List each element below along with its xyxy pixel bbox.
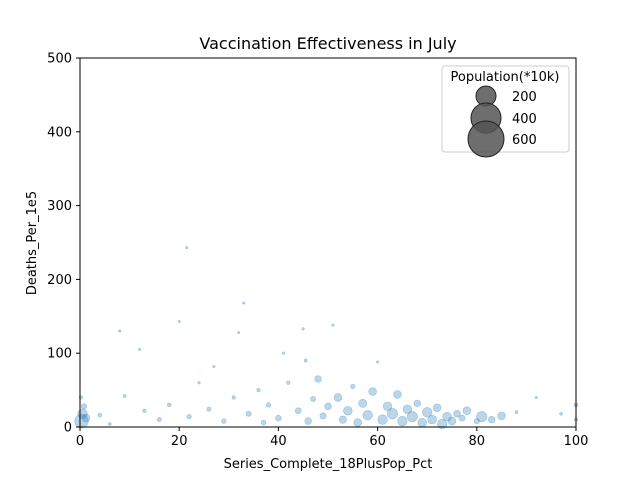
x-tick-label-0: 0	[76, 434, 84, 449]
data-point-48	[377, 414, 388, 425]
data-point-18	[212, 364, 216, 369]
data-point-56	[417, 417, 427, 428]
data-point-55	[413, 399, 421, 408]
data-point-16	[197, 381, 201, 385]
data-point-33	[304, 417, 312, 425]
legend-label-400: 400	[512, 112, 537, 127]
data-point-6	[107, 422, 112, 426]
axes-frame	[79, 57, 577, 428]
data-point-43	[353, 418, 362, 427]
data-point-71	[534, 395, 538, 400]
data-point-34	[310, 396, 317, 402]
data-point-20	[231, 395, 236, 400]
data-point-12	[167, 402, 172, 408]
data-point-72	[559, 411, 563, 416]
data-point-58	[427, 414, 437, 425]
data-point-40	[338, 415, 347, 424]
legend-entries: 200 400 600	[467, 85, 537, 158]
x-tick-label-40: 40	[270, 434, 287, 449]
data-point-66	[473, 418, 480, 425]
data-point-9	[138, 348, 142, 352]
data-point-42	[350, 383, 356, 390]
data-point-38	[331, 323, 335, 327]
data-point-19	[221, 418, 227, 424]
data-point-13	[177, 319, 181, 323]
data-point-17	[206, 406, 212, 412]
x-tick-label-80: 80	[469, 434, 486, 449]
data-point-63	[453, 410, 461, 418]
x-axis-ticks: 0 20 40 60 80 100	[76, 427, 589, 449]
x-tick-label-60: 60	[369, 434, 386, 449]
y-tick-label-500: 500	[47, 52, 72, 67]
data-point-59	[432, 403, 442, 413]
data-point-10	[142, 408, 147, 413]
data-point-70	[514, 410, 519, 415]
data-point-5	[97, 412, 103, 418]
data-point-37	[324, 402, 332, 411]
x-axis-label: Series_Complete_18PlusPop_Pct	[224, 457, 433, 472]
data-point-21	[237, 331, 241, 335]
data-point-29	[286, 380, 291, 385]
data-point-32	[303, 358, 308, 363]
data-point-25	[260, 419, 267, 426]
legend-marker-600	[467, 120, 505, 158]
data-point-50	[386, 408, 398, 420]
data-point-68	[487, 415, 496, 424]
data-point-24	[256, 388, 261, 393]
data-point-31	[301, 327, 305, 331]
data-point-54	[406, 411, 418, 423]
data-point-22	[242, 301, 246, 305]
data-point-26	[265, 402, 272, 408]
data-point-51	[393, 390, 402, 399]
data-point-2	[80, 403, 88, 410]
data-point-49	[382, 401, 393, 412]
data-point-15	[186, 414, 192, 420]
data-point-41	[343, 406, 353, 416]
data-point-14	[185, 246, 189, 250]
y-axis-ticks: 0 100 200 300 400 500	[47, 52, 80, 436]
data-point-36	[319, 412, 327, 420]
data-point-62	[447, 416, 457, 426]
data-point-57	[422, 407, 433, 418]
data-point-11	[156, 417, 162, 423]
data-point-30	[294, 407, 302, 415]
data-point-53	[402, 404, 413, 414]
data-point-7	[118, 329, 122, 333]
data-point-1	[74, 414, 89, 429]
x-tick-label-100: 100	[564, 434, 589, 449]
y-tick-label-200: 200	[47, 273, 72, 288]
data-point-3	[81, 413, 91, 423]
data-point-60	[436, 418, 448, 430]
data-point-61	[442, 411, 452, 422]
data-point-44	[358, 398, 368, 408]
data-point-67	[476, 411, 488, 423]
y-tick-label-0: 0	[64, 421, 72, 436]
data-point-65	[462, 406, 472, 415]
x-tick-label-20: 20	[171, 434, 188, 449]
data-point-23	[245, 410, 252, 417]
y-tick-label-400: 400	[47, 125, 72, 140]
data-point-8	[122, 394, 127, 398]
chart-title: Vaccination Effectiveness in July	[199, 34, 456, 53]
data-point-64	[458, 414, 466, 422]
data-point-46	[368, 387, 377, 396]
data-point-47	[376, 360, 380, 364]
legend-label-600: 600	[512, 133, 537, 148]
legend-label-200: 200	[512, 90, 537, 105]
y-axis-label: Deaths_Per_1e5	[25, 191, 40, 295]
legend-title: Population(*10k)	[450, 70, 559, 85]
data-point-28	[281, 351, 285, 355]
legend: Population(*10k) 200 400 600	[441, 65, 570, 158]
data-point-35	[314, 375, 322, 383]
data-points	[74, 246, 579, 430]
data-point-52	[397, 415, 408, 427]
data-point-27	[275, 414, 282, 422]
data-point-39	[333, 393, 343, 402]
y-tick-label-100: 100	[47, 347, 72, 362]
data-point-45	[362, 410, 373, 421]
y-tick-label-300: 300	[47, 199, 72, 214]
data-point-69	[497, 411, 506, 421]
